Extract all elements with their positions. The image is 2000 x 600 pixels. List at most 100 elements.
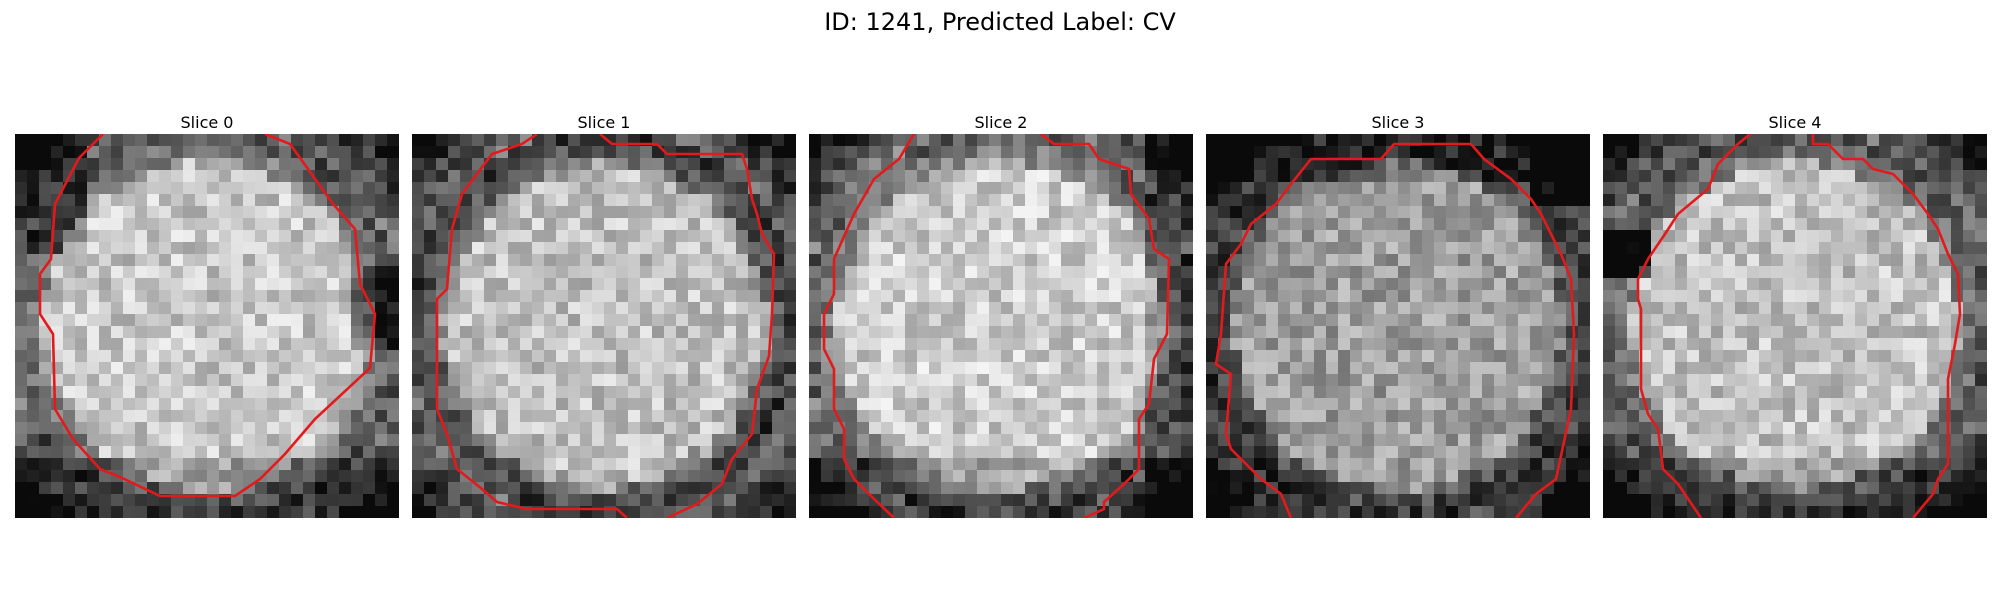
pixel	[39, 362, 52, 375]
pixel	[424, 134, 437, 147]
pixel	[1109, 182, 1122, 195]
pixel	[1133, 314, 1146, 327]
pixel	[1879, 410, 1892, 423]
pixel	[532, 314, 545, 327]
pixel	[905, 482, 918, 495]
pixel	[1615, 290, 1628, 303]
pixel	[75, 206, 88, 219]
pixel	[1783, 206, 1796, 219]
pixel	[1879, 158, 1892, 171]
pixel	[977, 374, 990, 387]
pixel	[1073, 350, 1086, 363]
pixel	[1723, 230, 1736, 243]
pixel	[580, 446, 593, 459]
pixel	[1037, 494, 1050, 507]
pixel	[1542, 374, 1555, 387]
pixel	[87, 482, 100, 495]
pixel	[544, 410, 557, 423]
pixel	[303, 146, 316, 159]
pixel	[267, 206, 280, 219]
pixel	[917, 290, 930, 303]
pixel	[508, 278, 521, 291]
pixel	[87, 218, 100, 231]
pixel	[592, 146, 605, 159]
pixel	[147, 182, 160, 195]
pixel	[917, 170, 930, 183]
pixel	[1735, 338, 1748, 351]
pixel	[1121, 170, 1134, 183]
pixel	[147, 494, 160, 507]
pixel	[436, 338, 449, 351]
pixel	[171, 446, 184, 459]
pixel	[1025, 494, 1038, 507]
pixel	[63, 326, 76, 339]
pixel	[291, 422, 304, 435]
pixel	[1458, 386, 1471, 399]
pixel	[1939, 134, 1952, 147]
pixel	[1711, 398, 1724, 411]
pixel	[869, 290, 882, 303]
pixel	[640, 290, 653, 303]
pixel	[1037, 422, 1050, 435]
pixel	[736, 362, 749, 375]
pixel	[1398, 482, 1411, 495]
pixel	[676, 482, 689, 495]
pixel	[1675, 290, 1688, 303]
pixel	[1723, 302, 1736, 315]
pixel	[1963, 134, 1976, 147]
pixel	[327, 278, 340, 291]
pixel	[1350, 422, 1363, 435]
pixel	[147, 506, 160, 518]
pixel	[171, 350, 184, 363]
pixel	[1386, 494, 1399, 507]
pixel	[303, 362, 316, 375]
pixel	[195, 314, 208, 327]
pixel	[1771, 398, 1784, 411]
pixel	[1735, 350, 1748, 363]
pixel	[448, 338, 461, 351]
pixel	[63, 266, 76, 279]
pixel	[1266, 386, 1279, 399]
pixel	[1157, 422, 1170, 435]
pixel	[1230, 458, 1243, 471]
pixel	[1603, 170, 1616, 183]
pixel	[748, 254, 761, 267]
pixel	[1434, 242, 1447, 255]
pixel	[1398, 410, 1411, 423]
pixel	[1891, 242, 1904, 255]
pixel	[327, 146, 340, 159]
pixel	[1615, 398, 1628, 411]
pixel	[520, 290, 533, 303]
pixel	[1807, 182, 1820, 195]
pixel	[1350, 410, 1363, 423]
pixel	[869, 362, 882, 375]
pixel	[1603, 266, 1616, 279]
pixel	[1181, 338, 1193, 351]
pixel	[1013, 254, 1026, 267]
pixel	[327, 302, 340, 315]
pixel	[363, 398, 376, 411]
pixel	[568, 218, 581, 231]
pixel	[1639, 170, 1652, 183]
pixel	[1663, 362, 1676, 375]
pixel	[1578, 338, 1590, 351]
pixel	[123, 206, 136, 219]
pixel	[845, 350, 858, 363]
pixel	[664, 482, 677, 495]
pixel	[1723, 350, 1736, 363]
pixel	[772, 206, 785, 219]
pixel	[363, 182, 376, 195]
pixel	[1735, 398, 1748, 411]
pixel	[628, 206, 641, 219]
pixel	[784, 458, 796, 471]
pixel	[556, 494, 569, 507]
pixel	[917, 350, 930, 363]
pixel	[1061, 302, 1074, 315]
pixel	[339, 410, 352, 423]
pixel	[1783, 386, 1796, 399]
pixel	[267, 182, 280, 195]
pixel	[1073, 242, 1086, 255]
pixel	[1879, 278, 1892, 291]
pixel	[1121, 290, 1134, 303]
pixel	[424, 206, 437, 219]
